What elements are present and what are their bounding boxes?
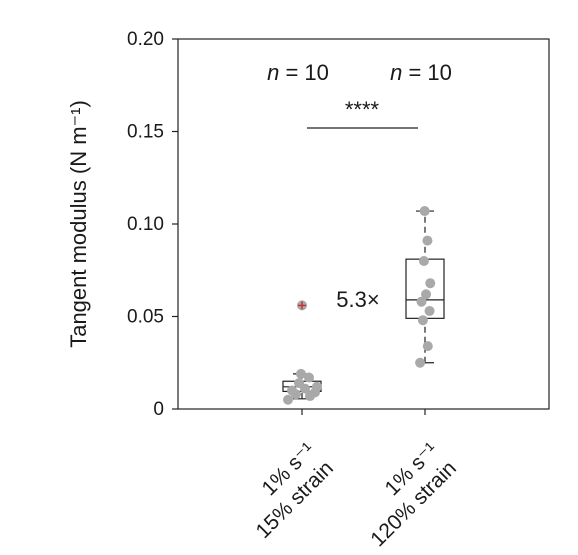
box-group: n = 10 bbox=[390, 60, 452, 368]
data-point bbox=[416, 296, 427, 307]
data-point bbox=[417, 315, 428, 326]
plot-frame bbox=[177, 38, 550, 410]
y-tick-label: 0 bbox=[153, 399, 164, 420]
data-point bbox=[296, 368, 306, 379]
data-point bbox=[312, 381, 322, 392]
y-axis: 0 0.05 0.10 0.15 0.20 bbox=[127, 29, 178, 420]
y-tick-label: 0.20 bbox=[127, 29, 164, 50]
data-point bbox=[425, 278, 436, 289]
data-point bbox=[418, 256, 429, 266]
data-point bbox=[419, 206, 430, 217]
data-point bbox=[422, 341, 433, 352]
sample-size-label: n = 10 bbox=[390, 60, 452, 85]
data-point bbox=[422, 235, 433, 246]
data-point bbox=[283, 394, 293, 405]
sample-size-label: n = 10 bbox=[267, 60, 329, 85]
y-tick-label: 0.15 bbox=[127, 122, 164, 143]
outlier-marker bbox=[298, 301, 306, 310]
y-tick-label: 0.10 bbox=[127, 214, 164, 235]
data-point bbox=[424, 305, 435, 316]
x-tick-label: 1% s⁻¹15% strain bbox=[251, 438, 337, 543]
y-tick-label: 0.05 bbox=[127, 307, 164, 328]
data-point bbox=[415, 357, 426, 368]
box-group: n = 10 bbox=[267, 60, 329, 405]
fold-change-label: 5.3× bbox=[336, 287, 379, 312]
data-point bbox=[421, 289, 432, 300]
significance-stars: **** bbox=[345, 97, 380, 122]
box-groups: n = 10 n = 10 bbox=[267, 60, 452, 405]
y-axis-title: Tangent modulus (N m⁻¹) bbox=[66, 100, 91, 348]
data-point bbox=[294, 378, 304, 389]
data-point bbox=[287, 385, 297, 396]
data-point bbox=[304, 372, 314, 383]
